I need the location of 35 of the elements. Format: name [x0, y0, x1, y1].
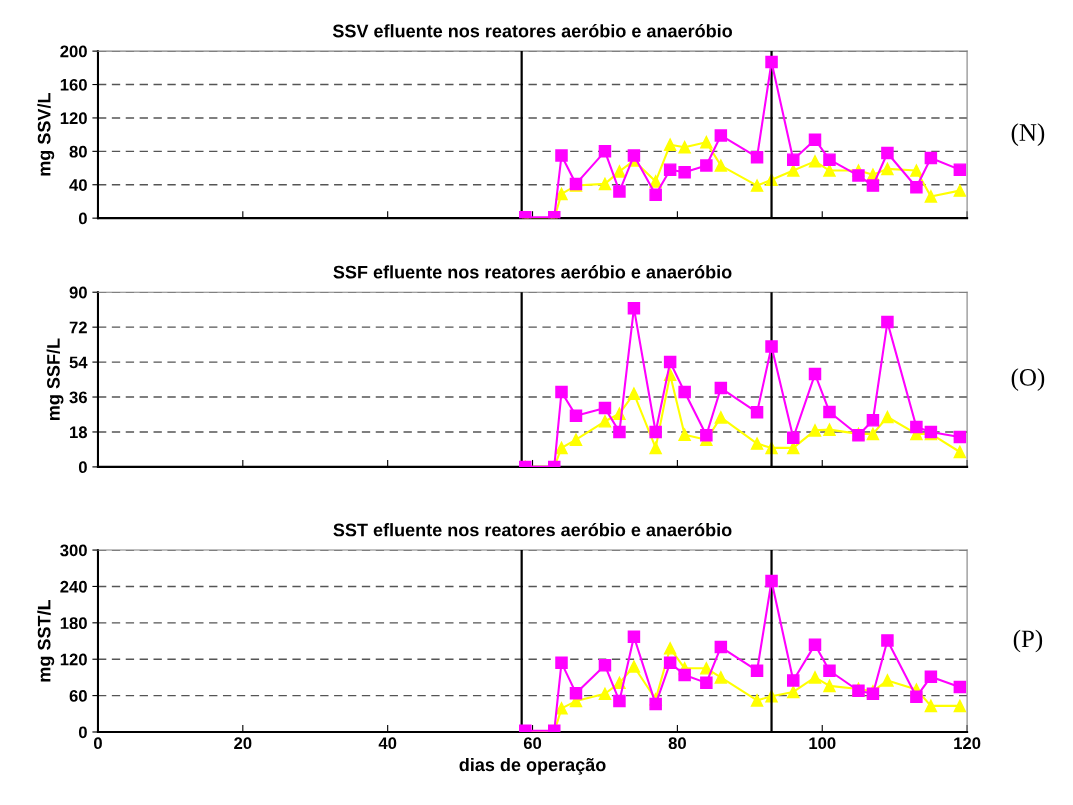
text: (O) — [1011, 368, 1045, 391]
y-tick-label: 40 — [69, 179, 87, 191]
y-tick-label: 240 — [60, 580, 87, 593]
y-tick-label: 120 — [60, 653, 87, 666]
x-tick-label: 80 — [668, 737, 686, 750]
x-tick-label: 100 — [809, 737, 836, 750]
y-axis-title: mg SSV/L — [37, 93, 55, 176]
y-tick-label: 0 — [78, 461, 87, 474]
y-tick-label: 160 — [60, 78, 87, 91]
y-tick-label: 36 — [69, 391, 87, 404]
x-tick-label: 0 — [93, 737, 102, 750]
chart-title: SST efluente nos reatores aeróbio e anaeróbio — [333, 522, 732, 537]
y-tick-label: 72 — [69, 321, 87, 334]
y-tick-label: 120 — [60, 112, 87, 125]
y-tick-label: 180 — [60, 617, 87, 630]
y-tick-label: 0 — [78, 212, 87, 225]
x-axis-title: dias de operação — [459, 757, 606, 775]
x-tick-label: 40 — [378, 737, 397, 750]
y-tick-label: 80 — [69, 145, 87, 158]
chart-title: SSV efluente nos reatores aeróbio e anaeróbio — [332, 23, 733, 38]
y-tick-label: 54 — [69, 356, 88, 369]
y-tick-label: 300 — [60, 544, 87, 557]
y-tick-label: 90 — [69, 286, 87, 299]
y-tick-label: 18 — [70, 426, 88, 439]
x-tick-label: 20 — [234, 737, 252, 750]
y-tick-label: 0 — [78, 726, 87, 739]
text: (P) — [1013, 629, 1043, 653]
y-tick-label: 60 — [69, 690, 87, 702]
y-tick-label: 200 — [60, 45, 87, 58]
x-tick-label: 120 — [954, 737, 981, 750]
text: (N) — [1011, 123, 1045, 146]
x-tick-label: 60 — [523, 737, 542, 750]
y-axis-title: mg SSF/L — [46, 338, 64, 420]
y-axis-title: mg SST/L — [37, 599, 55, 682]
chart-title: SSF efluente nos reatores aeróbio e anaeróbio — [333, 265, 732, 279]
